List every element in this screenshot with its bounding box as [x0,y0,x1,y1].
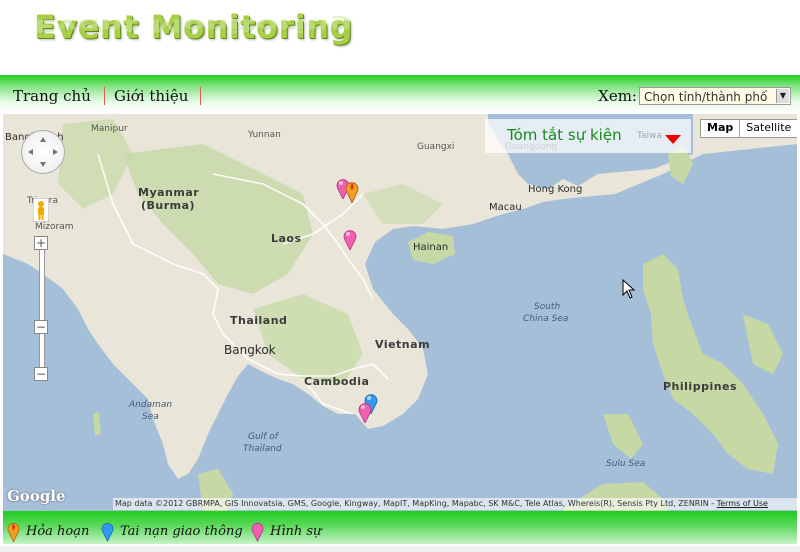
map-label-macau: Macau [489,202,522,213]
attribution-text: Map data ©2012 GBRMPA, GIS Innovatsia, G… [115,499,717,508]
map-label-bangkok: Bangkok [224,343,276,357]
logo-reflection: Event Monitoring [34,15,353,36]
map-label-hong-kong: Hong Kong [528,184,583,195]
map-label-manipur: Manipur [91,124,128,134]
legend-label: Tai nạn giao thông [120,523,243,539]
fire-marker-icon [7,523,20,542]
map-label-philippines: Philippines [663,380,738,393]
crime-marker-icon[interactable] [343,228,357,250]
nav-separator [200,87,201,105]
zoom-out-button[interactable]: − [34,367,48,381]
terms-of-use-link[interactable]: Terms of Use [716,499,768,508]
zoom-slider-handle[interactable]: − [34,320,48,334]
province-select[interactable]: Chọn tỉnh/thành phố ▼ [639,87,791,105]
legend-item-traffic[interactable]: Tai nạn giao thông [101,520,243,542]
map-label-burma: (Burma) [141,199,196,212]
map-label-sulu-sea: Sulu Sea [606,459,646,469]
map-label-gulf-thailand: Thailand [243,444,282,454]
nav-about-link[interactable]: Giới thiệu [114,87,189,105]
fire-marker-icon[interactable] [345,179,359,203]
view-label: Xem: [598,87,637,105]
map-base [3,114,797,511]
map-label-yunnan: Yunnan [248,130,281,140]
map-label-hainan: Hainan [413,242,449,253]
legend-item-fire[interactable]: Hỏa hoạn [7,520,89,542]
event-summary-panel[interactable]: Tóm tắt sự kiện Taiwa [485,119,691,153]
map-label-cambodia: Cambodia [304,375,370,388]
map-label-vietnam: Vietnam [375,338,431,351]
header: Event Monitoring Event Monitoring [0,0,800,75]
map-label-andaman-sea: Sea [142,412,159,422]
map-type-satellite-button[interactable]: Satellite [746,121,792,134]
map-label-china-sea: China Sea [523,314,569,324]
expand-arrow-icon[interactable] [665,135,681,144]
zoom-slider-track[interactable] [39,242,45,374]
pan-arrows-icon [28,137,58,167]
footer-strip [0,546,800,552]
nav-separator [104,87,105,105]
traffic-marker-icon [101,522,114,542]
map-label-gulf-of: Gulf of [248,432,278,442]
google-logo: Google [7,487,66,505]
province-select-value: Chọn tỉnh/thành phố [644,90,768,104]
map-attribution: Map data ©2012 GBRMPA, GIS Innovatsia, G… [113,498,797,510]
traffic-marker-icon[interactable] [364,392,378,414]
nav-home-link[interactable]: Trang chủ [13,87,91,105]
crime-marker-icon [251,522,264,542]
event-summary-title: Tóm tắt sự kiện [507,126,622,144]
logo-text: Event Monitoring [34,8,353,46]
mouse-cursor-icon [622,279,636,299]
pan-control[interactable] [21,130,65,174]
zoom-in-button[interactable]: + [34,236,48,250]
dropdown-arrow-icon[interactable]: ▼ [776,89,789,103]
legend-label: Hình sự [270,523,322,539]
legend-label: Hỏa hoạn [26,523,90,539]
map-view[interactable]: Bangladesh Manipur Tripura Mizoram Yunna… [3,114,797,511]
legend-item-crime[interactable]: Hình sự [251,520,321,542]
map-label-andaman: Andaman [129,400,173,410]
site-logo[interactable]: Event Monitoring Event Monitoring [18,6,353,66]
crime-marker-icon[interactable] [358,401,372,423]
map-label-guangxi: Guangxi [417,142,455,152]
map-type-control: Map Satellite [700,119,797,138]
map-label-south: South [534,302,561,312]
map-label-myanmar: Myanmar [138,186,200,199]
map-type-map-button[interactable]: Map [701,120,741,137]
event-legend: Hỏa hoạn Tai nạn giao thông Hình sự [3,511,797,544]
street-view-pegman-icon[interactable] [33,198,49,222]
map-label-mizoram: Mizoram [35,222,74,232]
map-label-thailand: Thailand [230,314,288,327]
map-label-laos: Laos [271,232,302,245]
map-label-taiwan: Taiwa [637,131,662,141]
